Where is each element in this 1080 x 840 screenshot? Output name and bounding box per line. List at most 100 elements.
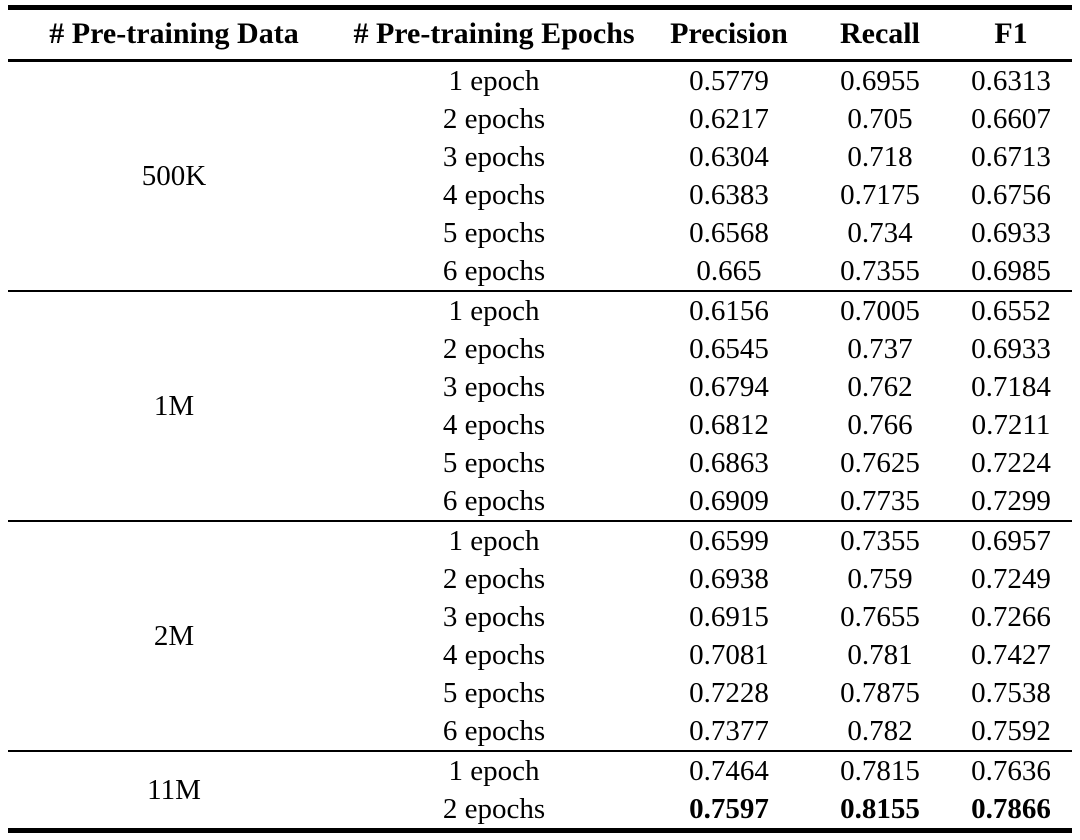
col-header-recall: Recall [840,17,920,50]
precision-cell: 0.6915 [689,600,769,633]
f1-cell: 0.7266 [971,600,1051,633]
f1-cell: 0.6607 [971,102,1051,135]
f1-cell: 0.6713 [971,140,1051,173]
table-row: 2 epochs 0.6938 0.759 0.7249 [8,560,1072,598]
pretraining-data-label: 500K [141,159,207,192]
table-row: 3 epochs 0.6304 0.718 0.6713 [8,138,1072,176]
epochs-cell: 4 epochs [442,178,546,211]
precision-cell: 0.6545 [689,332,769,365]
precision-cell: 0.6909 [689,484,769,517]
table-row: 500K 1 epoch 0.5779 0.6955 0.6313 [8,61,1072,192]
epochs-cell: 6 epochs [442,714,546,747]
epochs-cell: 4 epochs [442,408,546,441]
f1-cell: 0.7538 [971,676,1051,709]
recall-cell: 0.737 [847,332,913,365]
recall-cell: 0.718 [847,140,913,173]
epochs-cell: 1 epoch [448,524,540,557]
table-row: 2 epochs 0.6217 0.705 0.6607 [8,100,1072,138]
table-row: 3 epochs 0.6794 0.762 0.7184 [8,368,1072,406]
epochs-cell: 1 epoch [448,754,540,787]
precision-cell: 0.7377 [689,714,769,747]
table-row: 4 epochs 0.6812 0.766 0.7211 [8,406,1072,444]
epochs-cell: 4 epochs [442,638,546,671]
f1-cell: 0.7249 [971,562,1051,595]
epochs-cell: 5 epochs [442,676,546,709]
col-header-f1: F1 [994,17,1028,50]
col-header-pretraining-epochs: # Pre-training Epochs [353,17,635,50]
f1-cell: 0.6933 [971,216,1051,249]
f1-cell: 0.7299 [971,484,1051,517]
f1-cell: 0.6985 [971,254,1051,287]
epochs-cell: 2 epochs [442,562,546,595]
f1-cell: 0.6313 [971,64,1051,97]
epochs-cell: 2 epochs [442,792,546,825]
table-row: 2M 1 epoch 0.6599 0.7355 0.6957 [8,521,1072,652]
recall-cell: 0.762 [847,370,913,403]
table-row: 2 epochs 0.6545 0.737 0.6933 [8,330,1072,368]
recall-cell: 0.6955 [840,64,920,97]
precision-cell: 0.7464 [689,754,769,787]
table-row: 4 epochs 0.6383 0.7175 0.6756 [8,176,1072,214]
recall-cell: 0.7815 [840,754,920,787]
table-row: 1M 1 epoch 0.6156 0.7005 0.6552 [8,291,1072,422]
recall-cell: 0.7355 [840,524,920,557]
recall-cell: 0.734 [847,216,913,249]
table-row: 11M 1 epoch 0.7464 0.7815 0.7636 [8,751,1072,806]
recall-cell: 0.7875 [840,676,920,709]
recall-cell: 0.7005 [840,294,920,327]
pretraining-data-label: 2M [153,619,195,652]
precision-cell: 0.665 [696,254,762,287]
recall-cell: 0.7355 [840,254,920,287]
table-row: 5 epochs 0.6568 0.734 0.6933 [8,214,1072,252]
epochs-cell: 5 epochs [442,216,546,249]
pretraining-data-label: 11M [147,773,201,806]
f1-cell: 0.6552 [971,294,1051,327]
precision-cell: 0.6304 [689,140,769,173]
precision-cell: 0.6568 [689,216,769,249]
epochs-cell: 1 epoch [448,294,540,327]
table-group-500k: 500K 1 epoch 0.5779 0.6955 0.6313 2 epochs 0.6… [8,60,1072,292]
table-row: 6 epochs 0.665 0.7355 0.6985 [8,252,1072,291]
epochs-cell: 1 epoch [448,64,540,97]
epochs-cell: 3 epochs [442,370,546,403]
recall-cell: 0.782 [847,714,913,747]
table-group-1m: 1M 1 epoch 0.6156 0.7005 0.6552 2 epochs 0.654… [8,291,1072,521]
f1-cell: 0.7211 [971,408,1051,441]
f1-cell: 0.7592 [971,714,1051,747]
precision-cell: 0.7597 [689,792,769,825]
precision-cell: 0.6938 [689,562,769,595]
f1-cell: 0.7427 [971,638,1051,671]
f1-cell: 0.6957 [971,524,1051,557]
precision-cell: 0.6812 [689,408,769,441]
recall-cell: 0.8155 [840,792,920,825]
recall-cell: 0.759 [847,562,913,595]
table-row: 3 epochs 0.6915 0.7655 0.7266 [8,598,1072,636]
precision-cell: 0.5779 [689,64,769,97]
pretraining-results-table: # Pre-training Data # Pre-training Epoch… [8,5,1072,833]
epochs-cell: 5 epochs [442,446,546,479]
recall-cell: 0.7735 [840,484,920,517]
recall-cell: 0.781 [847,638,913,671]
table-row: 4 epochs 0.7081 0.781 0.7427 [8,636,1072,674]
recall-cell: 0.7655 [840,600,920,633]
table-row: 6 epochs 0.6909 0.7735 0.7299 [8,482,1072,521]
precision-cell: 0.7081 [689,638,769,671]
precision-cell: 0.6863 [689,446,769,479]
pretraining-data-label: 1M [153,389,195,422]
f1-cell: 0.7866 [971,792,1051,825]
recall-cell: 0.7625 [840,446,920,479]
col-header-pretraining-data: # Pre-training Data [49,17,299,50]
epochs-cell: 6 epochs [442,484,546,517]
precision-cell: 0.6217 [689,102,769,135]
table-row: 5 epochs 0.6863 0.7625 0.7224 [8,444,1072,482]
recall-cell: 0.766 [847,408,913,441]
table-header: # Pre-training Data # Pre-training Epoch… [8,8,1072,61]
epochs-cell: 2 epochs [442,332,546,365]
recall-cell: 0.7175 [840,178,920,211]
table-group-2m: 2M 1 epoch 0.6599 0.7355 0.6957 2 epochs 0.693… [8,521,1072,751]
epochs-cell: 2 epochs [442,102,546,135]
recall-cell: 0.705 [847,102,913,135]
f1-cell: 0.6933 [971,332,1051,365]
f1-cell: 0.7184 [971,370,1051,403]
